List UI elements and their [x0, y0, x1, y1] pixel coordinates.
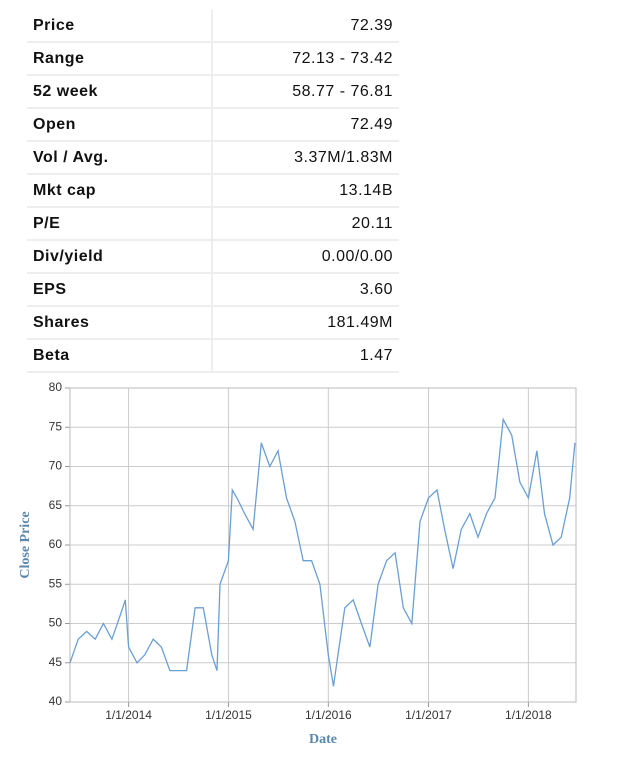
cell-label: Mkt cap	[27, 174, 213, 208]
x-tick-label: 1/1/2014	[105, 708, 152, 722]
x-tick-label: 1/1/2016	[305, 708, 352, 722]
y-tick-label: 50	[49, 616, 63, 630]
y-tick-label: 55	[49, 576, 63, 590]
x-tick-label: 1/1/2015	[205, 708, 252, 722]
y-tick-label: 75	[49, 419, 63, 433]
chart: 40 45 50 55 60 65 70 75 80 1/1/2014 1/1/2015 1/1/20…	[18, 380, 577, 747]
table-row: Div/yield 0.00/0.00	[27, 240, 399, 274]
x-tick-label: 1/1/2017	[405, 708, 452, 722]
table-row: Open 72.49	[27, 108, 399, 142]
cell-value: 72.13 - 73.42	[212, 42, 399, 76]
quote-table: Price 72.39 Range 72.13 - 73.42 52 week 58.77…	[27, 10, 399, 373]
cell-value: 13.14B	[212, 174, 399, 208]
y-tick-label: 65	[49, 498, 63, 512]
table-row: Range 72.13 - 73.42	[27, 42, 399, 76]
table-row: P/E 20.11	[27, 207, 399, 241]
x-tick-label: 1/1/2018	[505, 708, 552, 722]
x-axis-title: Date	[309, 732, 337, 747]
cell-label: Price	[27, 10, 213, 43]
table-row: Beta 1.47	[27, 339, 399, 373]
cell-label: Vol / Avg.	[27, 141, 213, 175]
table-row: Vol / Avg. 3.37M/1.83M	[27, 141, 399, 175]
cell-label: Shares	[27, 306, 213, 340]
table-row: Price 72.39	[27, 10, 399, 43]
y-tick-label: 70	[49, 459, 63, 473]
cell-label: Div/yield	[27, 240, 213, 274]
cell-value: 181.49M	[212, 306, 399, 340]
cell-label: Range	[27, 42, 213, 76]
y-tick-label: 40	[49, 694, 63, 708]
cell-label: 52 week	[27, 75, 213, 109]
cell-value: 20.11	[212, 207, 399, 241]
table-row: EPS 3.60	[27, 273, 399, 307]
cell-value: 72.39	[212, 10, 399, 43]
y-axis-title: Close Price	[18, 511, 33, 578]
cell-label: EPS	[27, 273, 213, 307]
cell-value: 3.37M/1.83M	[212, 141, 399, 175]
cell-value: 0.00/0.00	[212, 240, 399, 274]
table-row: 52 week 58.77 - 76.81	[27, 75, 399, 109]
table-row: Mkt cap 13.14B	[27, 174, 399, 208]
cell-value: 3.60	[212, 273, 399, 307]
table-row: Shares 181.49M	[27, 306, 399, 340]
cell-value: 58.77 - 76.81	[212, 75, 399, 109]
cell-value: 1.47	[212, 339, 399, 373]
y-tick-label: 80	[49, 380, 63, 394]
cell-value: 72.49	[212, 108, 399, 142]
y-tick-label: 60	[49, 537, 63, 551]
cell-label: Beta	[27, 339, 213, 373]
cell-label: Open	[27, 108, 213, 142]
price-line	[69, 417, 576, 687]
plot-border	[69, 387, 577, 703]
cell-label: P/E	[27, 207, 213, 241]
y-tick-label: 45	[49, 655, 63, 669]
